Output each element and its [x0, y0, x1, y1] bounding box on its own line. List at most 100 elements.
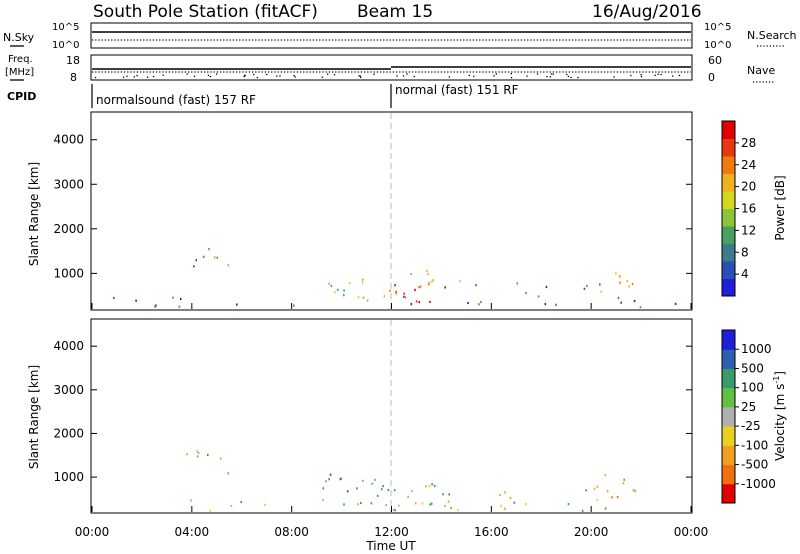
velocity-colorbar-tick-label-7: 1000: [741, 342, 772, 356]
heatmap-cell-velocity-59: [604, 507, 607, 510]
heatmap-cell-velocity-75: [385, 504, 387, 507]
heatmap-cell-power-25: [403, 292, 405, 295]
heatmap-cell-power-68: [467, 301, 469, 305]
heatmap-cell-velocity-25: [430, 502, 433, 505]
heatmap-cell-velocity-44: [504, 491, 506, 494]
heatmap-cell-velocity-60: [240, 501, 242, 504]
heatmap-cell-power-7: [334, 291, 336, 294]
heatmap-cell-velocity-58: [392, 508, 395, 511]
heatmap-cell-power-49: [516, 282, 519, 285]
velocity-ylabel: Slant Range [km]: [27, 365, 41, 469]
heatmap-cell-power-17: [343, 289, 345, 292]
heatmap-cell-velocity-16: [356, 487, 358, 490]
nave-point-25: [660, 73, 662, 76]
power-colorbar-tick-label-3: 16: [741, 202, 756, 216]
heatmap-cell-power-39: [410, 273, 412, 276]
velocity-colorbar-tick-label-1: -500: [741, 458, 768, 472]
noise-right-tick-bottom: 10^0: [704, 40, 731, 51]
heatmap-cell-power-55: [599, 283, 601, 286]
power-heatmap-marks: [113, 248, 677, 309]
heatmap-cell-velocity-64: [322, 499, 324, 502]
nave-point-45: [186, 73, 188, 75]
ytick-label-velocity-3: 4000: [53, 339, 84, 353]
nave-point-8: [94, 76, 97, 79]
heatmap-cell-power-12: [362, 296, 365, 299]
ytick-label-power-0: 1000: [53, 266, 84, 280]
heatmap-cell-power-9: [361, 281, 364, 284]
heatmap-cell-velocity-15: [346, 490, 349, 493]
heatmap-cell-velocity-53: [623, 478, 625, 481]
heatmap-cell-power-58: [600, 290, 602, 293]
heatmap-cell-velocity-17: [362, 479, 364, 482]
freq-panel-frame: [90, 54, 693, 81]
heatmap-cell-power-38: [459, 280, 461, 283]
heatmap-cell-velocity-72: [209, 509, 211, 512]
freq-tick-bottom: 8: [70, 71, 77, 84]
heatmap-cell-velocity-23: [433, 484, 436, 488]
nave-point-48: [630, 74, 632, 77]
nave-point-15: [209, 75, 212, 78]
nave-point-30: [358, 75, 360, 77]
date-title: 16/Aug/2016: [592, 2, 702, 22]
xtick-label-2: 08:00: [274, 525, 309, 539]
heatmap-cell-power-62: [293, 304, 295, 307]
heatmap-cell-power-13: [330, 284, 333, 288]
power-panel: 1000 2000 3000 4000 Slant Range [km]: [27, 111, 693, 311]
nave-point-20: [567, 75, 570, 78]
velocity-colorbar-cell-6: [722, 368, 735, 389]
nave-point-11: [549, 76, 551, 78]
heatmap-cell-velocity-3: [219, 457, 222, 460]
nave-point-52: [244, 75, 246, 77]
heatmap-cell-velocity-40: [500, 504, 502, 507]
heatmap-cell-velocity-22: [442, 493, 444, 496]
nave-point-14: [566, 73, 568, 76]
nave-point-59: [406, 73, 408, 75]
heatmap-cell-power-40: [428, 281, 431, 284]
heatmap-cell-power-64: [617, 296, 620, 299]
heatmap-cell-velocity-50: [634, 490, 637, 493]
heatmap-cell-power-61: [633, 299, 636, 303]
noise-panel-frame: [90, 22, 693, 49]
heatmap-cell-power-72: [179, 297, 182, 301]
nave-point-21: [495, 73, 497, 75]
heatmap-cell-power-22: [394, 284, 396, 287]
heatmap-cell-velocity-67: [457, 508, 459, 512]
cpid-row: CPID normalsound (fast) 157 RF normal (f…: [7, 83, 519, 108]
nave-label: Nave: [747, 64, 775, 77]
nave-point-37: [146, 76, 149, 78]
heatmap-cell-velocity-34: [398, 504, 400, 507]
noise-right-tick-top: 10^5: [704, 22, 731, 33]
heatmap-cell-power-77: [155, 304, 157, 307]
beam-title: Beam 15: [357, 2, 433, 22]
nave-point-29: [546, 76, 548, 78]
nave-point-22: [613, 76, 615, 78]
noise-left-tick-top: 10^5: [52, 22, 79, 33]
heatmap-cell-power-2: [208, 248, 210, 251]
velocity-colorbar-label-end: ]: [773, 371, 787, 376]
nave-point-47: [396, 75, 398, 77]
velocity-colorbar-frame: [721, 329, 736, 504]
heatmap-cell-velocity-68: [394, 509, 396, 512]
noise-left-tick-bottom: 10^0: [52, 40, 79, 51]
heatmap-cell-velocity-54: [604, 473, 607, 477]
heatmap-cell-power-67: [236, 303, 238, 306]
heatmap-cell-velocity-45: [585, 489, 587, 492]
heatmap-cell-power-34: [427, 272, 429, 275]
nave-point-24: [279, 75, 281, 77]
heatmap-cell-power-18: [328, 282, 331, 285]
nave-point-39: [256, 76, 258, 79]
heatmap-cell-velocity-24: [425, 485, 427, 488]
time-xlabel: Time UT: [365, 539, 416, 553]
heatmap-cell-power-24: [419, 285, 422, 288]
velocity-colorbar-ticks: -1000 -500 -100 -25 25 100 500 1000: [735, 342, 776, 491]
nave-tick-top: 60: [708, 54, 722, 67]
heatmap-cell-velocity-56: [611, 496, 613, 499]
nave-point-10: [276, 75, 278, 77]
cpid-segment-2: normal (fast) 151 RF: [395, 83, 519, 97]
power-colorbar-cell-8: [722, 138, 735, 157]
heatmap-cell-velocity-6: [227, 472, 229, 475]
heatmap-cell-power-52: [615, 272, 617, 275]
heatmap-cell-velocity-20: [428, 485, 431, 488]
heatmap-cell-velocity-32: [371, 482, 374, 485]
nave-point-7: [493, 75, 495, 77]
